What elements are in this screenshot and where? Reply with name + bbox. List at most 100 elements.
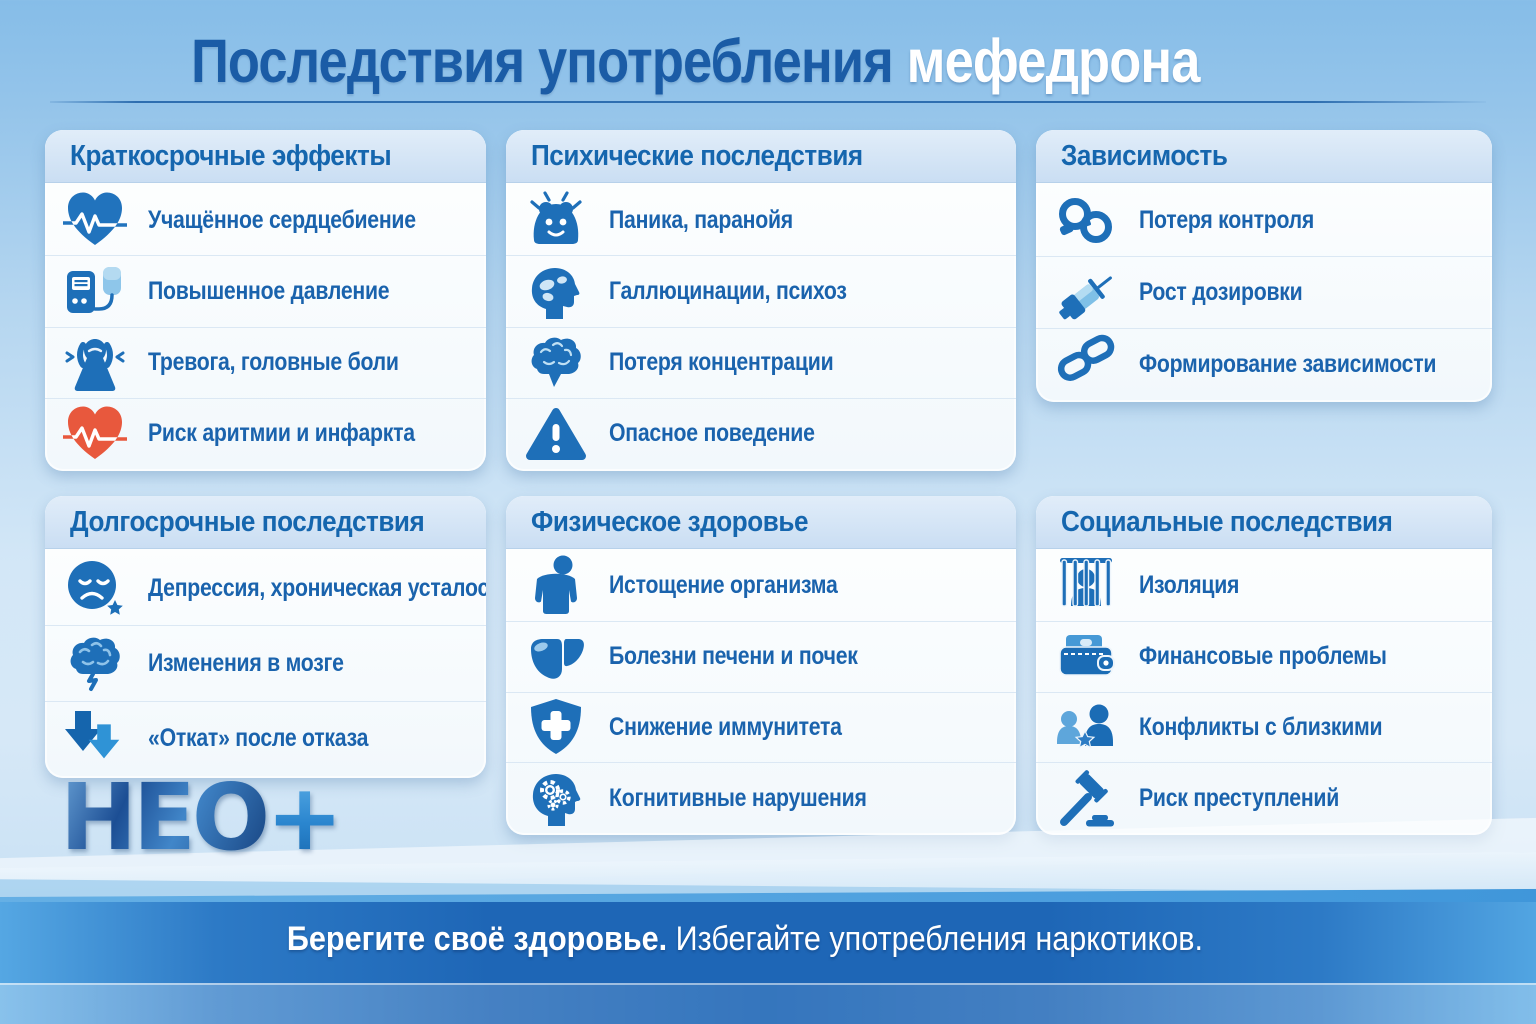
page-title: Последствия употребления мефедрона	[0, 26, 1390, 96]
item-row: Тревога, головные боли	[45, 326, 486, 398]
item-label: Формирование зависимости	[1139, 350, 1437, 378]
item-label: Болезни печени и почек	[609, 642, 858, 671]
neo-logo: НЕО+	[60, 772, 343, 864]
card-header: Долгосрочные последствия	[45, 496, 486, 549]
title-underline	[50, 101, 1486, 103]
card-title: Физическое здоровье	[531, 505, 809, 538]
footer-regular: Избегайте употребления наркотиков.	[675, 920, 1204, 958]
item-row: Депрессия, хроническая усталость	[45, 551, 486, 625]
card-body: Истощение организма Болезни печени и поч…	[506, 549, 1016, 835]
blood-pressure-icon	[63, 259, 127, 323]
card-body: Учащённое сердцебиение Повышенное давлен…	[45, 183, 486, 471]
item-label: Конфликты с близкими	[1139, 712, 1383, 741]
immunity-icon	[524, 695, 588, 759]
item-label: Депрессия, хроническая усталость	[148, 573, 486, 602]
item-row: Риск преступлений	[1036, 762, 1492, 833]
danger-icon	[524, 402, 588, 466]
liver-icon	[524, 625, 588, 689]
item-label: «Откат» после отказа	[148, 724, 369, 753]
hallucination-icon	[524, 259, 588, 323]
syringe-icon	[1054, 261, 1118, 325]
anxiety-icon	[63, 331, 127, 395]
item-row: Изменения в мозге	[45, 625, 486, 700]
logo-text: НЕО	[60, 764, 270, 871]
heart-pulse-icon	[63, 188, 127, 252]
card-title: Социальные последствия	[1061, 505, 1393, 538]
exhaustion-icon	[524, 554, 588, 618]
item-label: Изменения в мозге	[148, 648, 344, 677]
relapse-icon	[63, 707, 127, 771]
card-header: Социальные последствия	[1036, 496, 1492, 549]
item-label: Финансовые проблемы	[1139, 642, 1387, 671]
item-row: Снижение иммунитета	[506, 691, 1016, 763]
handcuffs-icon	[1054, 189, 1118, 253]
title-highlight: мефедрона	[906, 27, 1200, 95]
item-label: Галлюцинации, психоз	[609, 276, 847, 305]
card-title: Зависимость	[1061, 139, 1228, 172]
item-label: Учащённое сердцебиение	[148, 205, 416, 234]
card-body: Депрессия, хроническая усталость Изменен…	[45, 549, 486, 778]
card: Зависимость Потеря контроля Рост дозиров…	[1036, 130, 1492, 402]
item-label: Истощение организма	[609, 571, 838, 600]
card: Психические последствия Паника, паранойя…	[506, 130, 1016, 471]
card: Социальные последствия Изоляция Финансов…	[1036, 496, 1492, 835]
depression-icon	[63, 556, 127, 620]
card-header: Психические последствия	[506, 130, 1016, 183]
card-header: Краткосрочные эффекты	[45, 130, 486, 183]
concentration-icon	[524, 331, 588, 395]
item-row: Истощение организма	[506, 551, 1016, 621]
item-row: Когнитивные нарушения	[506, 762, 1016, 833]
footer-bold: Берегите своё здоровье.	[286, 920, 668, 958]
item-row: Потеря концентрации	[506, 326, 1016, 398]
card-body: Изоляция Финансовые проблемы Конфликты с…	[1036, 549, 1492, 835]
banner-bottom-strip	[0, 983, 1536, 1024]
item-label: Снижение иммунитета	[609, 712, 842, 741]
isolation-icon	[1054, 554, 1118, 618]
crime-icon	[1054, 766, 1118, 830]
item-row: Учащённое сердцебиение	[45, 185, 486, 255]
card: Долгосрочные последствия Депрессия, хрон…	[45, 496, 486, 778]
item-label: Риск аритмии и инфаркта	[148, 419, 415, 448]
item-label: Потеря концентрации	[609, 348, 834, 377]
heart-attack-icon	[63, 402, 127, 466]
item-row: Опасное поведение	[506, 397, 1016, 469]
title-main: Последствия употребления	[190, 27, 894, 95]
footer-message: Берегите своё здоровье. Избегайте употре…	[0, 920, 1490, 959]
cards-grid: Краткосрочные эффекты Учащённое сердцеби…	[45, 130, 1492, 835]
item-row: Изоляция	[1036, 551, 1492, 621]
conflict-icon	[1054, 695, 1118, 759]
item-label: Потеря контроля	[1139, 206, 1315, 234]
chain-icon	[1054, 333, 1118, 397]
panic-icon	[524, 188, 588, 252]
card-body: Паника, паранойя Галлюцинации, психоз По…	[506, 183, 1016, 471]
item-label: Рост дозировки	[1139, 278, 1303, 306]
card: Краткосрочные эффекты Учащённое сердцеби…	[45, 130, 486, 471]
item-label: Риск преступлений	[1139, 783, 1340, 812]
card-title: Краткосрочные эффекты	[70, 139, 392, 172]
item-label: Когнитивные нарушения	[609, 783, 867, 812]
card-body: Потеря контроля Рост дозировки Формирова…	[1036, 183, 1492, 402]
item-row: Рост дозировки	[1036, 256, 1492, 328]
footer-banner: Берегите своё здоровье. Избегайте употре…	[0, 902, 1536, 1024]
finance-icon	[1054, 625, 1118, 689]
item-row: Повышенное давление	[45, 255, 486, 326]
item-row: Галлюцинации, психоз	[506, 255, 1016, 326]
item-row: Болезни печени и почек	[506, 620, 1016, 692]
card-title: Долгосрочные последствия	[70, 505, 425, 538]
item-label: Опасное поведение	[609, 419, 815, 448]
card-title: Психические последствия	[531, 139, 863, 172]
card-header: Физическое здоровье	[506, 496, 1016, 549]
item-label: Паника, паранойя	[609, 205, 793, 234]
item-row: Потеря контроля	[1036, 185, 1492, 256]
item-row: «Откат» после отказа	[45, 700, 486, 776]
item-label: Тревога, головные боли	[148, 348, 399, 377]
brain-change-icon	[63, 631, 127, 695]
card-header: Зависимость	[1036, 130, 1492, 183]
item-label: Изоляция	[1139, 571, 1240, 600]
card: Физическое здоровье Истощение организма …	[506, 496, 1016, 835]
item-row: Конфликты с близкими	[1036, 691, 1492, 763]
item-row: Риск аритмии и инфаркта	[45, 397, 486, 469]
logo-plus-icon: +	[266, 764, 343, 871]
item-row: Формирование зависимости	[1036, 328, 1492, 400]
